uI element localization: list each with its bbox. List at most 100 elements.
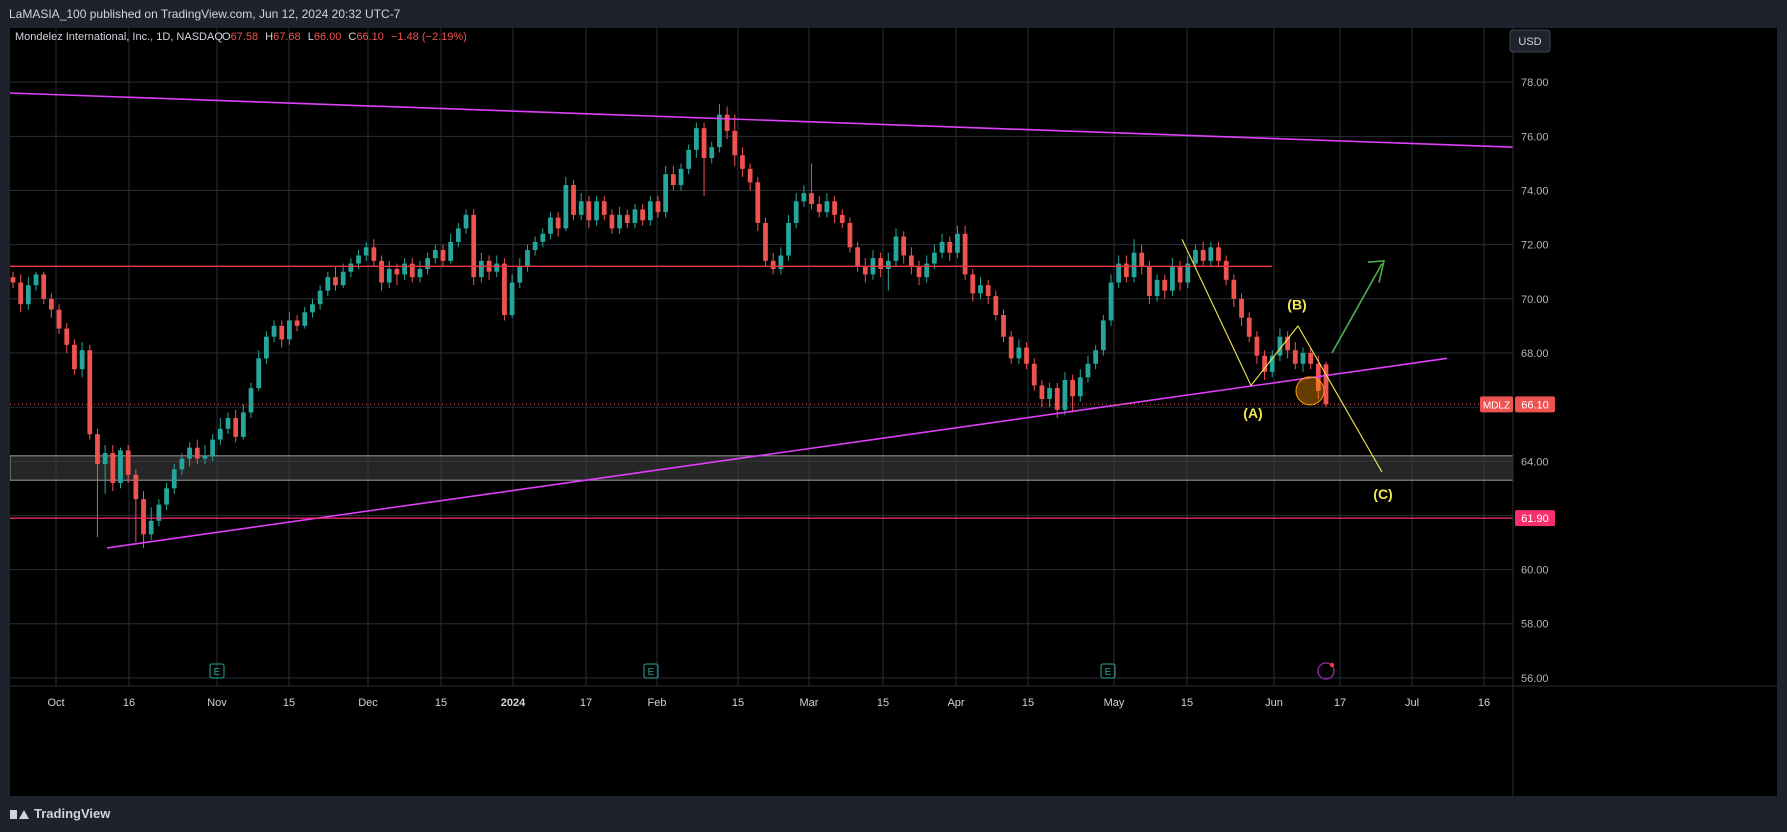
candle-body bbox=[517, 266, 523, 283]
x-tick-label: 15 bbox=[283, 697, 295, 709]
candle-body bbox=[87, 350, 93, 435]
candle-body bbox=[755, 182, 761, 223]
price-chart[interactable]: (A) (B) (C) 56.0058.0060.0062.0064.0066.00… bbox=[10, 28, 1777, 796]
level-badge: 61.90 bbox=[1521, 513, 1549, 525]
candle-body bbox=[1231, 279, 1237, 299]
candle-body bbox=[1077, 377, 1083, 397]
earnings-icon bbox=[1100, 663, 1116, 679]
y-tick-label: 70.00 bbox=[1521, 294, 1549, 306]
candle-body bbox=[1185, 263, 1191, 283]
candle-body bbox=[740, 155, 745, 169]
candle-body bbox=[1308, 352, 1314, 364]
candle-body bbox=[148, 520, 154, 535]
tradingview-logo-icon bbox=[10, 808, 29, 820]
candle-body bbox=[924, 263, 930, 278]
legend-low: 66.00 bbox=[314, 31, 342, 43]
brand-name: TradingView bbox=[34, 806, 111, 821]
candle-body bbox=[379, 260, 384, 283]
candle-body bbox=[1070, 380, 1075, 397]
candle-body bbox=[72, 344, 77, 370]
candle-body bbox=[747, 168, 753, 183]
currency-label: USD bbox=[1518, 36, 1541, 48]
legend-high-key: H bbox=[265, 31, 273, 43]
candle-body bbox=[394, 268, 400, 275]
candle-body bbox=[563, 185, 569, 229]
candle-body bbox=[494, 263, 500, 272]
drawings[interactable]: (A) (B) (C) bbox=[10, 92, 1514, 549]
candle-body bbox=[893, 236, 899, 261]
candle-body bbox=[724, 114, 730, 131]
candle-body bbox=[962, 233, 968, 275]
candle-body bbox=[832, 201, 837, 215]
candle-body bbox=[1216, 247, 1221, 261]
candle-body bbox=[1262, 355, 1267, 372]
candle-body bbox=[217, 428, 223, 440]
candle-body bbox=[1116, 263, 1122, 283]
candle-body bbox=[1108, 282, 1114, 321]
wave-label-b: (B) bbox=[1287, 297, 1306, 313]
candle-body bbox=[156, 504, 162, 521]
candle-body bbox=[540, 233, 546, 242]
candle-body bbox=[686, 149, 692, 169]
candle-body bbox=[855, 247, 861, 267]
candle-body bbox=[601, 201, 607, 215]
y-tick-label: 64.00 bbox=[1521, 456, 1549, 468]
candle-body bbox=[271, 325, 277, 337]
candle-body bbox=[1147, 266, 1152, 297]
candle-body bbox=[1093, 350, 1099, 364]
candle-body bbox=[609, 214, 615, 229]
candle-body bbox=[409, 263, 415, 278]
candle-body bbox=[1001, 315, 1006, 337]
candle-body bbox=[133, 474, 139, 500]
grid bbox=[10, 28, 1513, 686]
candle-body bbox=[732, 130, 738, 156]
candle-body bbox=[839, 214, 845, 223]
y-tick-label: 78.00 bbox=[1521, 77, 1549, 89]
candle-body bbox=[525, 250, 530, 267]
y-tick-label: 68.00 bbox=[1521, 348, 1549, 360]
candle-body bbox=[194, 447, 200, 459]
candle-body bbox=[432, 250, 438, 259]
candle-body bbox=[202, 455, 208, 459]
candle-body bbox=[325, 277, 331, 291]
x-tick-label: 16 bbox=[123, 697, 135, 709]
candle-body bbox=[939, 241, 945, 253]
candle-body bbox=[816, 204, 822, 213]
candle-body bbox=[509, 282, 515, 316]
candle-body bbox=[287, 320, 292, 340]
candle-body bbox=[79, 350, 85, 370]
candle-body bbox=[363, 247, 369, 256]
candle-body bbox=[348, 263, 354, 272]
candle-body bbox=[279, 325, 285, 340]
candle-body bbox=[1162, 279, 1168, 291]
candle-body bbox=[1254, 336, 1260, 356]
candle-body bbox=[640, 209, 646, 221]
candle-body bbox=[548, 217, 553, 234]
candle-body bbox=[240, 412, 246, 437]
candle-body bbox=[885, 260, 891, 269]
candle-body bbox=[425, 258, 431, 269]
support-zone bbox=[10, 455, 1514, 481]
tradingview-brand[interactable]: TradingView bbox=[10, 806, 110, 821]
candle-body bbox=[1292, 350, 1298, 364]
y-tick-label: 56.00 bbox=[1521, 673, 1549, 685]
candle-body bbox=[770, 260, 776, 269]
candle-body bbox=[1277, 336, 1283, 356]
chart-area[interactable]: (A) (B) (C) 56.0058.0060.0062.0064.0066.00… bbox=[10, 28, 1777, 796]
candle-body bbox=[793, 201, 799, 223]
last-price-badge: 66.10 bbox=[1521, 399, 1549, 411]
x-tick-label: Oct bbox=[47, 697, 64, 709]
legend-open: 67.58 bbox=[231, 31, 259, 43]
legend-high: 67.68 bbox=[273, 31, 301, 43]
candle-body bbox=[25, 285, 31, 305]
wave-leg-a bbox=[1181, 238, 1252, 386]
candle-body bbox=[947, 241, 953, 253]
currency-button[interactable]: USD bbox=[1509, 29, 1551, 53]
candle-body bbox=[862, 266, 868, 275]
candle-body bbox=[502, 263, 507, 316]
candle-body bbox=[448, 241, 454, 261]
candle-body bbox=[179, 458, 185, 470]
projection-arrow bbox=[1331, 263, 1383, 354]
wave-label-c: (C) bbox=[1373, 486, 1392, 502]
candle-body bbox=[701, 128, 707, 158]
